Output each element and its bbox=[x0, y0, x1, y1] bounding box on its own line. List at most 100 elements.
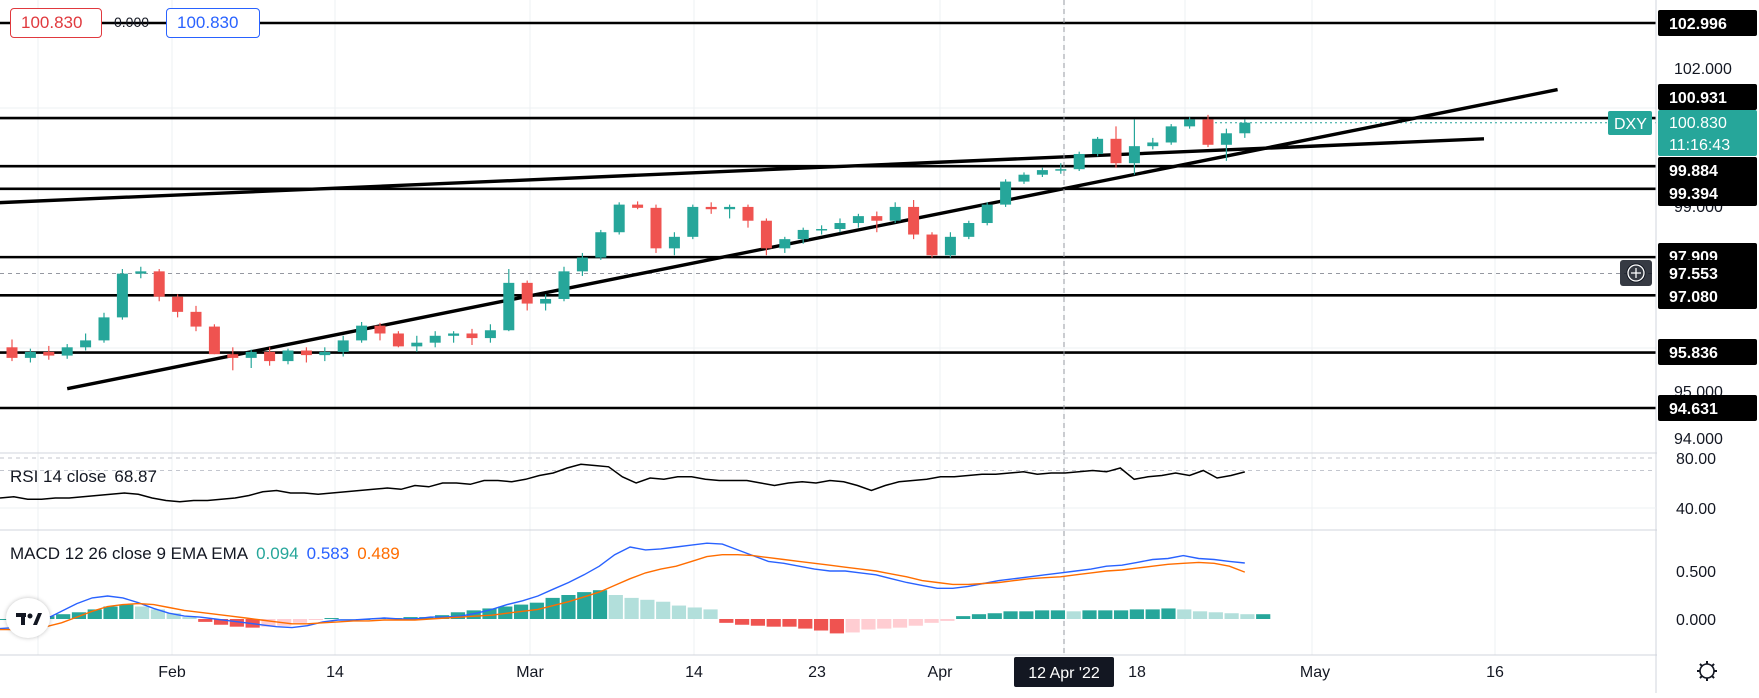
time-axis[interactable]: Feb 14 Mar 14 23 Apr 18 May 16 12 Apr '22 bbox=[158, 657, 1717, 687]
macd-signal-line bbox=[0, 554, 1246, 631]
sell-price-box[interactable]: 100.830 bbox=[10, 8, 102, 38]
rsi-pane[interactable] bbox=[0, 457, 1656, 509]
macd-histogram-bar-43 bbox=[671, 605, 687, 619]
last-price-label: 100.830 bbox=[1669, 115, 1727, 132]
macd-histogram-bar-19 bbox=[292, 619, 308, 623]
macd-histogram-bar-67 bbox=[1050, 610, 1066, 619]
crosshair-plus-circle bbox=[1627, 264, 1645, 282]
macd-histogram-bar-59 bbox=[924, 619, 939, 623]
macd-histogram-bar-20 bbox=[308, 619, 323, 620]
macd-histogram-bar-66 bbox=[1035, 610, 1050, 619]
candle-body-50 bbox=[926, 234, 938, 256]
tradingview-logo-icon bbox=[16, 613, 42, 625]
macd-histogram-bar-7 bbox=[103, 606, 118, 619]
candle-body-33 bbox=[613, 204, 625, 233]
macd-histogram-bar-44 bbox=[687, 607, 702, 619]
macd-histogram-bar-31 bbox=[482, 608, 497, 619]
settings-gear-tooth-1 bbox=[1711, 675, 1715, 679]
rsi-tick-label-1: 40.00 bbox=[1676, 501, 1716, 518]
macd-histogram-bar-55 bbox=[861, 619, 876, 630]
trendlines[interactable] bbox=[0, 87, 1558, 391]
candle-body-44 bbox=[816, 229, 828, 231]
macd-name: MACD 12 26 close 9 EMA EMA bbox=[10, 544, 249, 563]
macd-histogram-bar-6 bbox=[87, 609, 102, 619]
tradingview-logo[interactable] bbox=[6, 598, 50, 638]
macd-histogram-bar-71 bbox=[1113, 610, 1129, 619]
candle-body-65 bbox=[1202, 119, 1214, 145]
candle-body-27 bbox=[503, 282, 515, 331]
candle-body-5 bbox=[98, 317, 110, 341]
macd-tick-label-0: 0.500 bbox=[1676, 564, 1716, 581]
candle-body-26 bbox=[484, 330, 496, 339]
buy-price-box[interactable]: 100.830 bbox=[166, 8, 260, 38]
crosshair-date-label: 12 Apr '22 bbox=[1028, 665, 1100, 682]
macd-histogram-bar-69 bbox=[1082, 610, 1097, 619]
macd-histogram-bar-77 bbox=[1208, 612, 1223, 619]
macd-line-value: 0.583 bbox=[306, 544, 350, 563]
price-level-label-0: 102.996 bbox=[1669, 16, 1727, 33]
candle-body-25 bbox=[466, 333, 478, 339]
macd-histogram-bar-4 bbox=[56, 614, 71, 619]
macd-histogram-bar-61 bbox=[956, 616, 971, 619]
time-tick-label-7: May bbox=[1300, 664, 1330, 681]
macd-histogram-bar-50 bbox=[782, 619, 797, 627]
candle-body-52 bbox=[963, 223, 975, 237]
candle-body-53 bbox=[981, 204, 993, 224]
macd-hist-value: 0.094 bbox=[256, 544, 299, 563]
rsi-name: RSI 14 close bbox=[10, 467, 107, 486]
macd-histogram-bar-60 bbox=[940, 619, 955, 621]
candle-body-35 bbox=[650, 207, 662, 249]
candle-body-47 bbox=[871, 216, 883, 221]
time-tick-label-8: 16 bbox=[1486, 664, 1504, 681]
candle-body-23 bbox=[429, 335, 441, 343]
macd-histogram-bar-51 bbox=[798, 619, 813, 629]
macd-histogram-bar-68 bbox=[1066, 611, 1081, 619]
price-level-box-2 bbox=[1658, 157, 1757, 183]
candle-body-36 bbox=[668, 236, 680, 249]
macd-histogram-bar-13 bbox=[198, 619, 213, 622]
macd-histogram-bar-30 bbox=[466, 610, 481, 619]
macd-histogram-bar-54 bbox=[845, 619, 860, 633]
candle-body-59 bbox=[1092, 138, 1104, 154]
candle-body-46 bbox=[852, 216, 864, 224]
candle-body-10 bbox=[190, 311, 202, 327]
macd-legend[interactable]: MACD 12 26 close 9 EMA EMA 0.094 0.583 0.48… bbox=[10, 544, 400, 564]
candle-body-2 bbox=[43, 351, 55, 356]
macd-histogram-bar-45 bbox=[703, 609, 718, 619]
macd-histogram-bar-62 bbox=[971, 614, 987, 619]
macd-histogram-bar-40 bbox=[624, 597, 639, 619]
rsi-legend[interactable]: RSI 14 close 68.87 bbox=[10, 467, 157, 487]
candle-body-20 bbox=[374, 325, 386, 334]
price-level-label-2: 99.884 bbox=[1669, 163, 1718, 180]
macd-histogram-bar-11 bbox=[166, 613, 181, 619]
candle-body-54 bbox=[1000, 181, 1012, 205]
macd-histogram-bar-78 bbox=[1224, 613, 1239, 619]
candle-body-17 bbox=[319, 351, 331, 356]
candle-body-39 bbox=[724, 206, 736, 210]
candle-body-64 bbox=[1184, 119, 1196, 127]
price-tick-label-4: 94.000 bbox=[1674, 431, 1723, 448]
sell-price: 100.830 bbox=[21, 13, 83, 32]
macd-histogram-bar-80 bbox=[1256, 614, 1271, 619]
price-level-label-7: 95.836 bbox=[1669, 345, 1718, 362]
price-level-label-5: 97.553 bbox=[1669, 266, 1718, 283]
macd-histogram-bar-34 bbox=[529, 602, 544, 619]
settings-gear-tooth-3 bbox=[1699, 675, 1703, 679]
candle-body-22 bbox=[411, 342, 423, 347]
macd-histogram-bar-74 bbox=[1161, 608, 1176, 619]
price-level-label-1: 100.931 bbox=[1669, 90, 1727, 107]
macd-histogram-bar-15 bbox=[229, 619, 244, 627]
candle-body-34 bbox=[632, 204, 644, 208]
trendline-lower bbox=[66, 87, 1558, 391]
price-level-box-8 bbox=[1658, 395, 1757, 421]
price-axis[interactable]: 102.00099.00096.00095.00094.000102.99610… bbox=[1608, 0, 1759, 693]
candle-body-31 bbox=[576, 257, 588, 272]
settings-gear-tooth-7 bbox=[1711, 663, 1715, 667]
macd-histogram-bar-42 bbox=[656, 601, 671, 619]
time-tick-label-1: 14 bbox=[326, 664, 344, 681]
price-level-label-6: 97.080 bbox=[1669, 289, 1718, 306]
candle-body-61 bbox=[1128, 146, 1140, 164]
last-price-box bbox=[1658, 110, 1757, 156]
